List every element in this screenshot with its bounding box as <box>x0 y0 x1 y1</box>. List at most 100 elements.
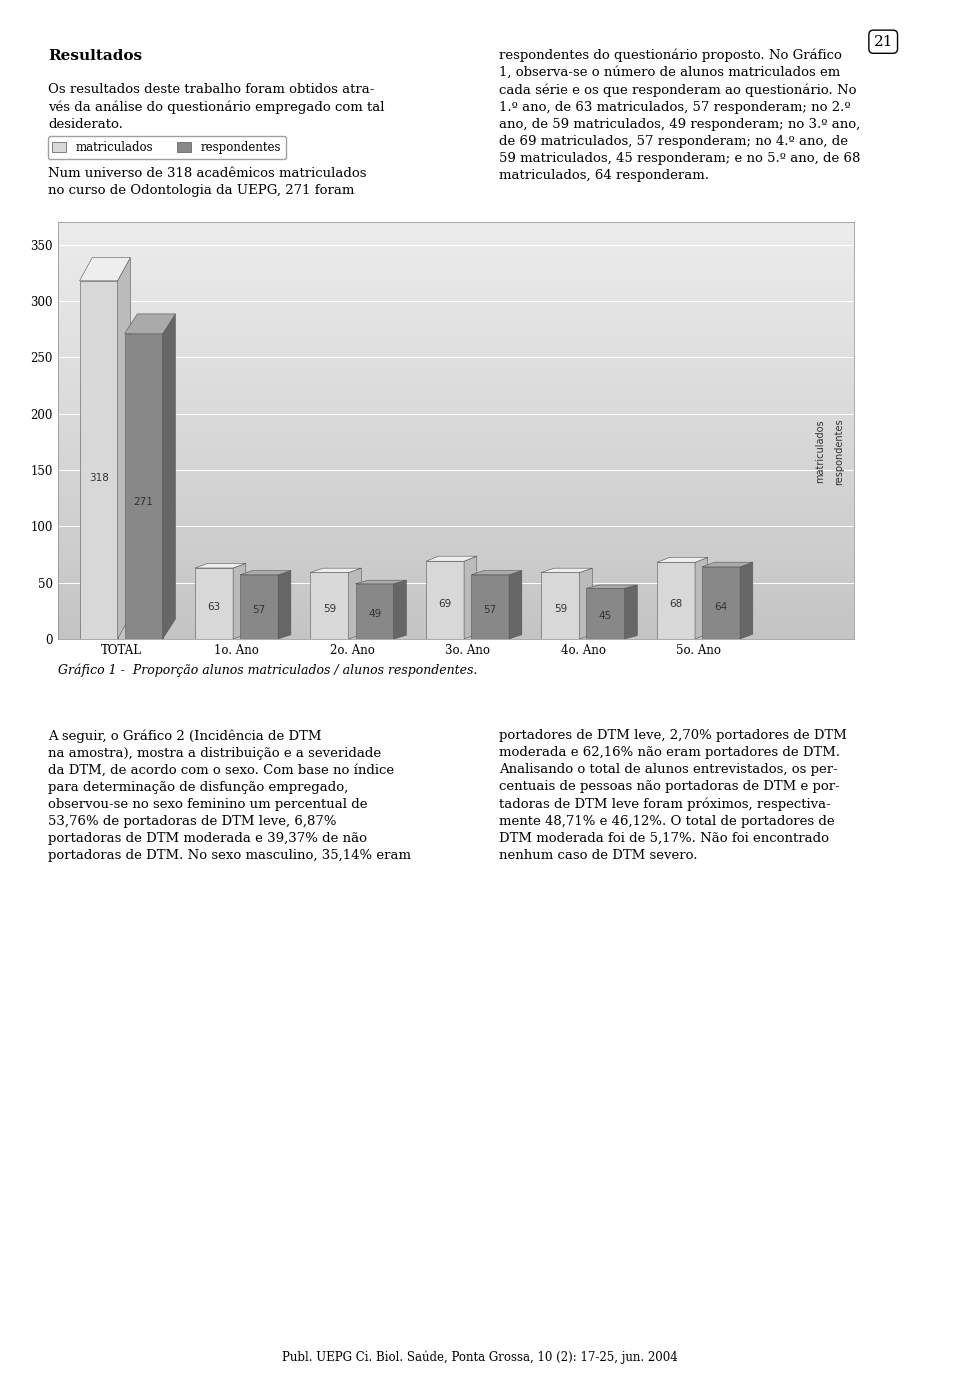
Bar <box>58 394 854 400</box>
Text: 64: 64 <box>714 601 728 611</box>
Text: portadores de DTM leve, 2,70% portadores de DTM
moderada e 62,16% não eram porta: portadores de DTM leve, 2,70% portadores… <box>499 729 847 863</box>
Bar <box>58 571 854 576</box>
Bar <box>58 290 854 294</box>
Text: 57: 57 <box>484 606 496 615</box>
Text: respondentes: respondentes <box>834 418 845 485</box>
Bar <box>58 404 854 410</box>
Text: 318: 318 <box>88 472 108 483</box>
Bar <box>58 488 854 493</box>
Bar <box>58 493 854 499</box>
Bar <box>58 556 854 561</box>
Bar <box>58 357 854 363</box>
Bar <box>58 503 854 508</box>
Bar <box>58 258 854 264</box>
Bar <box>58 347 854 353</box>
Bar <box>58 561 854 567</box>
Text: 63: 63 <box>207 601 221 613</box>
Bar <box>58 567 854 571</box>
Bar <box>58 415 854 419</box>
Bar <box>471 575 509 639</box>
Text: matriculados: matriculados <box>815 419 825 483</box>
Bar <box>195 568 233 639</box>
Legend: matriculados, respondentes: matriculados, respondentes <box>48 136 286 158</box>
Bar <box>58 618 854 624</box>
Bar <box>58 274 854 279</box>
Bar <box>58 389 854 394</box>
Polygon shape <box>125 314 176 333</box>
Bar <box>58 232 854 238</box>
Polygon shape <box>240 571 291 575</box>
Polygon shape <box>657 557 708 563</box>
Bar <box>58 253 854 258</box>
Polygon shape <box>233 564 246 639</box>
Bar <box>58 508 854 514</box>
Polygon shape <box>695 557 708 639</box>
Text: 68: 68 <box>669 600 683 610</box>
Bar <box>58 410 854 415</box>
Bar <box>58 332 854 336</box>
Bar <box>310 572 348 639</box>
Bar <box>426 561 464 639</box>
Bar <box>58 336 854 342</box>
Bar <box>58 624 854 628</box>
Polygon shape <box>118 257 131 639</box>
Bar <box>58 544 854 550</box>
Polygon shape <box>702 563 753 567</box>
Polygon shape <box>195 564 246 568</box>
Text: Publ. UEPG Ci. Biol. Saúde, Ponta Grossa, 10 (2): 17-25, jun. 2004: Publ. UEPG Ci. Biol. Saúde, Ponta Grossa… <box>282 1350 678 1364</box>
Bar <box>58 269 854 274</box>
Bar <box>587 589 625 639</box>
Bar <box>58 321 854 326</box>
Bar <box>58 294 854 300</box>
Bar <box>58 451 854 457</box>
Text: Num universo de 318 acadêmicos matriculados
no curso de Odontologia da UEPG, 271: Num universo de 318 acadêmicos matricula… <box>48 167 367 197</box>
Bar <box>58 279 854 285</box>
Bar <box>58 529 854 535</box>
Bar <box>58 603 854 608</box>
Bar <box>58 586 854 592</box>
Bar <box>58 592 854 597</box>
Polygon shape <box>541 568 592 572</box>
Bar <box>58 311 854 315</box>
Polygon shape <box>162 314 176 639</box>
Bar <box>58 461 854 467</box>
Bar <box>58 315 854 321</box>
Polygon shape <box>471 571 522 575</box>
Bar <box>58 383 854 389</box>
Polygon shape <box>587 585 637 589</box>
Bar <box>58 342 854 347</box>
Bar <box>80 281 118 639</box>
Bar <box>58 300 854 306</box>
Polygon shape <box>310 568 361 572</box>
Bar <box>58 378 854 383</box>
Bar <box>58 285 854 290</box>
Bar <box>58 400 854 404</box>
Text: 271: 271 <box>133 497 154 507</box>
Text: Gráfico 1 -  Proporção alunos matriculados / alunos respondentes.: Gráfico 1 - Proporção alunos matriculado… <box>58 664 477 678</box>
Bar <box>58 436 854 440</box>
Bar <box>58 228 854 232</box>
Bar <box>355 583 394 639</box>
Bar <box>58 306 854 311</box>
Bar <box>58 425 854 431</box>
Polygon shape <box>580 568 592 639</box>
Bar <box>58 613 854 618</box>
Bar <box>58 363 854 368</box>
Text: 57: 57 <box>252 606 266 615</box>
Polygon shape <box>80 257 131 281</box>
Bar <box>58 243 854 249</box>
Polygon shape <box>509 571 522 639</box>
Bar <box>58 582 854 586</box>
Polygon shape <box>355 581 406 583</box>
Polygon shape <box>394 581 406 639</box>
Text: Resultados: Resultados <box>48 49 142 63</box>
Bar <box>58 222 854 228</box>
Bar <box>58 457 854 461</box>
Bar <box>240 575 278 639</box>
Bar <box>58 597 854 603</box>
Text: 59: 59 <box>554 604 567 614</box>
Bar <box>58 419 854 425</box>
Bar <box>58 540 854 544</box>
Bar <box>58 524 854 529</box>
Bar <box>58 482 854 488</box>
